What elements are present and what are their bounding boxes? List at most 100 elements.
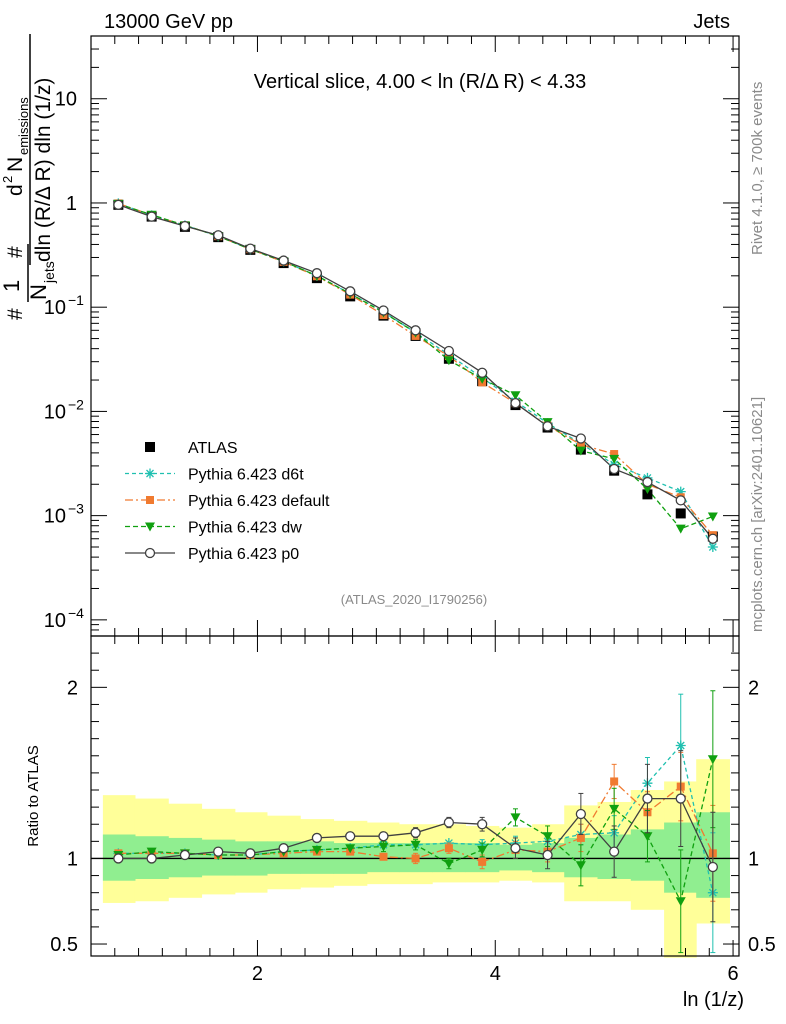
ratio-point-dw	[345, 844, 356, 854]
ratio-point-p0	[510, 843, 521, 854]
ratio-y-tick-label: 0.5	[50, 934, 78, 956]
point-p0	[575, 433, 587, 444]
legend-marker-p0	[144, 547, 156, 559]
point-default	[576, 440, 585, 449]
main-x-axis	[114, 36, 734, 636]
ratio-point-default	[610, 777, 619, 786]
legend-label-p0: Pythia 6.423 p0	[188, 546, 299, 563]
point-dw	[609, 454, 620, 464]
ratio-point-p0	[278, 843, 289, 854]
ylabel-num-sub: emissions	[16, 97, 31, 155]
legend-label-d6t: Pythia 6.423 d6t	[188, 467, 304, 484]
ratio-point-dw	[510, 813, 521, 823]
ratio-point-default	[478, 857, 487, 866]
legend-marker-d6t	[145, 468, 155, 479]
ratio-y-axis: 0.5 0.5 1 1 2 2	[50, 652, 776, 956]
point-p0	[642, 476, 653, 488]
legend-marker-data	[145, 442, 155, 452]
ratio-point-p0	[345, 831, 356, 842]
point-p0	[477, 367, 488, 378]
ratio-point-dw	[410, 840, 421, 850]
ratio-point-dw	[146, 847, 157, 857]
ratio-point-dw	[707, 755, 718, 765]
main-y-tick-label: 10	[44, 401, 66, 423]
ratio-panel: 0.5 0.5 1 1 2 2 2 4 6 Ratio to ATLAS	[25, 635, 776, 985]
main-y-tick-label: 10	[44, 297, 66, 319]
point-p0	[345, 286, 356, 297]
point-p0	[378, 305, 389, 316]
series-line-p0	[118, 204, 714, 540]
legend-marker-dw	[145, 522, 155, 532]
ratio-point-dw	[542, 832, 553, 842]
ratio-point-p0	[245, 848, 256, 859]
x-axis-label: ln (1/z)	[683, 989, 744, 1011]
point-p0	[146, 211, 157, 222]
ratio-point-p0	[311, 832, 323, 844]
point-dw	[575, 446, 586, 456]
legend-label-dw: Pythia 6.423 dw	[188, 520, 302, 537]
ratio-point-default	[411, 854, 420, 863]
ratio-point-p0	[213, 846, 224, 857]
main-y-tick-label: 10	[44, 610, 66, 632]
ratio-point-p0	[443, 817, 455, 828]
ratio-point-default	[444, 844, 453, 853]
ratio-y-axis-label: Ratio to ATLAS	[25, 745, 42, 846]
ratio-point-p0	[477, 819, 488, 830]
ratio-point-dw	[575, 861, 586, 871]
ratio-frame	[90, 635, 740, 957]
ratio-point-p0	[179, 849, 191, 861]
ratio-point-p0	[113, 853, 124, 864]
ratio-point-p0	[542, 849, 553, 861]
ratio-point-p0	[675, 793, 686, 804]
main-y-tick-label: 1	[66, 193, 77, 215]
point-dw	[510, 391, 521, 401]
ratio-x-axis: 2 4 6	[114, 636, 739, 985]
legend-label-data: ATLAS	[188, 440, 238, 457]
ylabel-one: 1	[0, 280, 24, 292]
point-p0	[609, 463, 620, 475]
ylabel-num-d: d	[4, 184, 27, 196]
x-tick-label: 2	[252, 963, 263, 985]
ratio-point-dw	[675, 897, 686, 907]
point-default	[610, 450, 619, 459]
legend-label-default: Pythia 6.423 default	[188, 493, 330, 510]
ratio-point-p0	[707, 861, 718, 873]
point-p0	[245, 243, 256, 254]
main-y-tick-exponent: −1	[68, 292, 84, 308]
ylabel-njets: N	[26, 284, 51, 300]
process-label: Jets	[693, 11, 730, 33]
main-y-tick-label: 10	[55, 89, 77, 111]
main-y-tick-label: 10	[44, 506, 66, 528]
main-y-axis-label: # 1 N jets # d 2 N emissions dln (R/Δ R)…	[0, 34, 57, 320]
ylabel-num-sup: 2	[0, 176, 15, 183]
main-y-tick-exponent: −2	[68, 396, 84, 412]
x-tick-label: 6	[727, 963, 738, 985]
point-p0	[213, 230, 224, 241]
legend: ATLAS Pythia 6.423 d6t Pythia 6.423 defaul…	[125, 440, 330, 563]
ratio-plot-marks	[91, 690, 739, 958]
mcplots-label: mcplots.cern.ch [arXiv:2401.10621]	[749, 397, 766, 632]
ratio-point-p0	[146, 853, 157, 864]
legend-marker-default	[146, 496, 154, 504]
ylabel-njets-sub: jets	[41, 261, 57, 284]
x-tick-label: 4	[490, 963, 501, 985]
ratio-point-dw	[609, 804, 620, 814]
point-p0	[542, 421, 553, 432]
ratio-point-d6t	[675, 740, 686, 751]
analysis-tag: (ATLAS_2020_I1790256)	[341, 592, 487, 607]
point-p0	[510, 398, 521, 409]
ratio-y-tick-label-right: 0.5	[748, 934, 776, 956]
ylabel-hash-1: #	[4, 308, 27, 320]
ratio-y-tick-label: 1	[67, 848, 78, 870]
ratio-point-default	[379, 852, 388, 861]
chart-title: Vertical slice, 4.00 < ln (R/Δ R) < 4.33	[254, 71, 586, 93]
point-p0	[311, 268, 323, 279]
point-dw	[707, 512, 718, 522]
main-y-tick-exponent: −4	[68, 605, 84, 621]
main-y-tick-exponent: −3	[68, 501, 84, 517]
point-p0	[179, 220, 191, 232]
point-dw	[443, 356, 454, 366]
ratio-point-p0	[575, 808, 587, 820]
ylabel-num-n: N	[4, 157, 27, 172]
